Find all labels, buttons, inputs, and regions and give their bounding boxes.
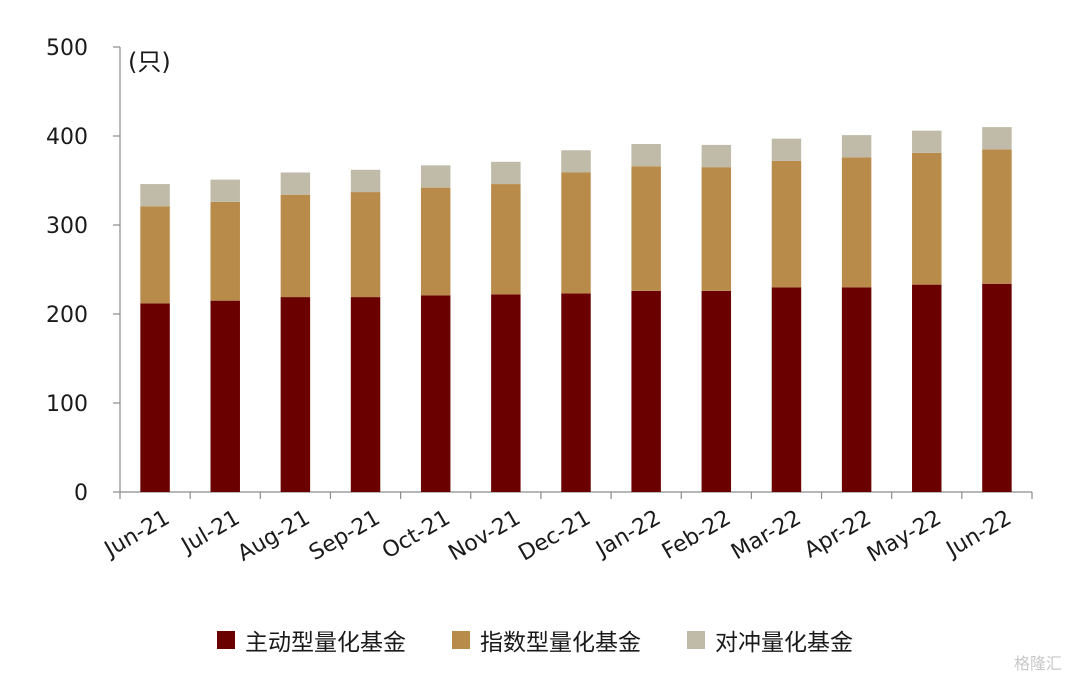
bar-segment-index [841,157,872,288]
bar-segment-active [210,300,240,492]
x-tick-label: Apr-22 [800,506,875,564]
y-tick-label: 100 [46,392,88,417]
x-tick-label: Aug-21 [234,506,315,567]
bar-segment-active [912,284,942,492]
legend-label-index: 指数型量化基金 [480,630,641,656]
legend-swatch-index [452,631,470,649]
bar-segment-index [771,160,802,288]
y-tick-label: 500 [46,36,88,61]
bar-segment-index [561,172,591,294]
x-tick-label: Sep-21 [305,506,385,566]
bar-segment-hedge [140,184,170,207]
bar-segment-active [982,283,1012,492]
legend-item-active: 主动型量化基金 [217,623,406,657]
bar-segment-hedge [350,169,381,193]
bar-segment-hedge [841,135,872,158]
y-tick-label: 300 [46,214,88,239]
y-unit-label: (只) [128,48,171,76]
stacked-bar-chart: 0 100 200 300 400 500 Jun-21 Jul-21Aug-21Sep-2… [46,36,1033,568]
bar-segment-active [561,293,591,492]
bar-segment-index [701,167,732,291]
legend-swatch-active [217,631,235,649]
y-tick-label: 400 [46,125,88,150]
y-tick-label: 200 [46,303,88,328]
bar-segment-index [631,166,661,291]
watermark: 格隆汇 [1013,654,1062,673]
x-axis: Jun-21 Jul-21Aug-21Sep-21Oct-21Nov-21Dec-… [99,491,1033,568]
bar-segment-index [982,149,1012,284]
bar-segment-index [491,184,521,295]
x-tick-label: Jan-22 [590,506,665,564]
y-tick-label: 0 [74,481,88,506]
legend: 主动型量化基金 指数型量化基金 对冲量化基金 [0,618,1070,662]
bar-segment-active [140,303,170,492]
bar-segment-hedge [631,144,661,167]
legend-item-hedge: 对冲量化基金 [687,623,853,657]
bar-segment-active [631,290,661,492]
bar-segment-index [350,192,381,298]
bar-segment-index [280,194,311,298]
x-tick-label: May-22 [863,506,946,568]
legend-label-hedge: 对冲量化基金 [715,630,853,656]
bar-segment-hedge [420,165,451,188]
bar-segment-hedge [491,161,521,185]
bar-segment-index [210,201,240,301]
x-tick-label: Jun-22 [941,506,1016,564]
bar-segment-hedge [771,138,802,161]
x-tick-label: Feb-22 [658,506,735,565]
x-tick-label: Jun-21 [99,506,174,564]
legend-item-index: 指数型量化基金 [452,623,641,657]
bar-segment-active [771,287,802,492]
x-tick-label: Jul-21 [176,506,244,560]
bars [140,127,1012,492]
bar-segment-active [350,297,381,492]
bar-segment-index [420,187,451,296]
y-axis: 0 100 200 300 400 500 [46,36,121,506]
bar-segment-active [701,290,732,492]
bar-segment-active [420,295,451,492]
legend-label-active: 主动型量化基金 [245,630,406,656]
bar-segment-hedge [912,130,942,153]
bar-segment-active [491,294,521,492]
x-tick-label: Dec-21 [515,506,595,567]
bar-segment-hedge [210,179,240,202]
bar-segment-index [912,152,942,285]
bar-segment-active [841,287,872,492]
bar-segment-hedge [280,172,311,195]
bar-segment-hedge [982,127,1012,150]
bar-segment-active [280,297,311,492]
x-tick-label: Mar-22 [727,506,805,566]
bar-segment-hedge [561,150,591,173]
legend-swatch-hedge [687,631,705,649]
x-tick-label: Nov-21 [445,506,525,567]
x-tick-label: Oct-21 [378,506,455,565]
bar-segment-hedge [701,144,732,168]
bar-segment-index [140,206,170,304]
